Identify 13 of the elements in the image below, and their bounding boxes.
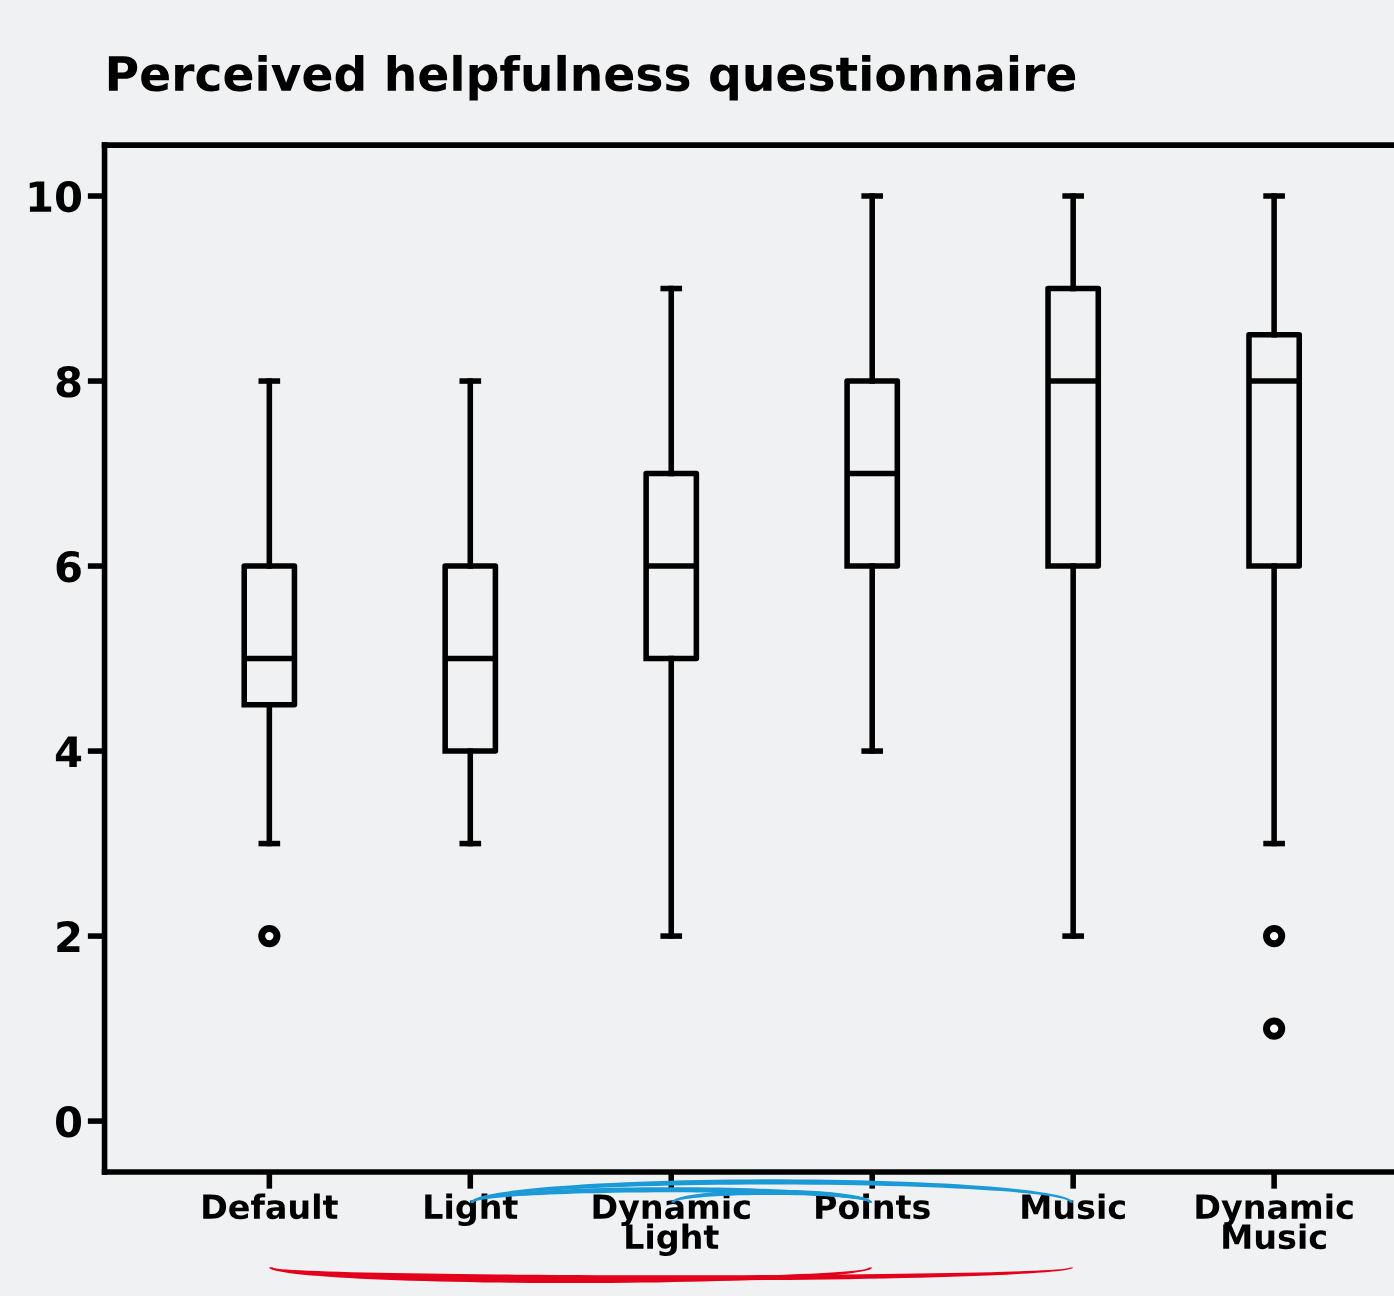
y-tick-label: 4: [55, 736, 82, 767]
y-tick-label: 8: [56, 365, 81, 398]
x-tick-label: Dynamic Light: [593, 1193, 750, 1257]
y-tick-label: 2: [57, 920, 80, 952]
x-tick-label: Default: [203, 1193, 338, 1220]
chart-title: Perceived helpfulness questionnaire: [108, 54, 1076, 101]
y-tick-label: 10: [29, 180, 82, 213]
x-tick-label: Light: [425, 1193, 518, 1227]
y-tick-label: 6: [56, 551, 81, 583]
x-tick-label: Music: [1022, 1193, 1125, 1220]
x-tick-label: Dynamic Music: [1196, 1193, 1353, 1250]
y-tick-label: 0: [56, 1106, 82, 1138]
x-tick-label: Points: [816, 1193, 930, 1220]
